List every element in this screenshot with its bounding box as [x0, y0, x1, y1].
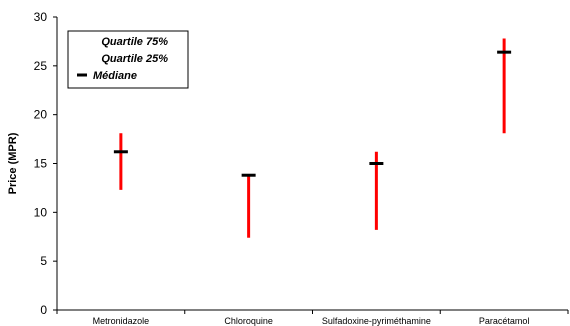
legend: Quartile 75% Quartile 25% Médiane [67, 30, 189, 89]
y-tick-label: 10 [34, 205, 48, 219]
y-axis-ticks: 0 5 10 15 20 25 30 [34, 10, 57, 317]
x-category-label: Paracétamol [479, 316, 530, 326]
legend-entry-quartile-25: Quartile 25% [101, 53, 168, 65]
y-tick-label: 20 [34, 108, 48, 122]
y-tick-label: 15 [34, 157, 48, 171]
y-tick-label: 25 [34, 59, 48, 73]
y-axis-title: Price (MPR) [7, 132, 19, 194]
x-category-label: Sulfadoxine-pyriméthamine [322, 316, 431, 326]
x-category-label: Metronidazole [93, 316, 150, 326]
legend-box [67, 30, 189, 89]
plot-marks [113, 38, 512, 238]
legend-entry-quartile-75: Quartile 75% [101, 36, 168, 48]
y-tick-label: 0 [40, 303, 47, 317]
legend-entry-median: Médiane [93, 70, 137, 82]
y-tick-label: 30 [34, 10, 48, 24]
x-category-label: Chloroquine [224, 316, 273, 326]
y-tick-label: 5 [40, 254, 47, 268]
x-axis-categories: Metronidazole Chloroquine Sulfadoxine-pyri… [56, 310, 569, 326]
